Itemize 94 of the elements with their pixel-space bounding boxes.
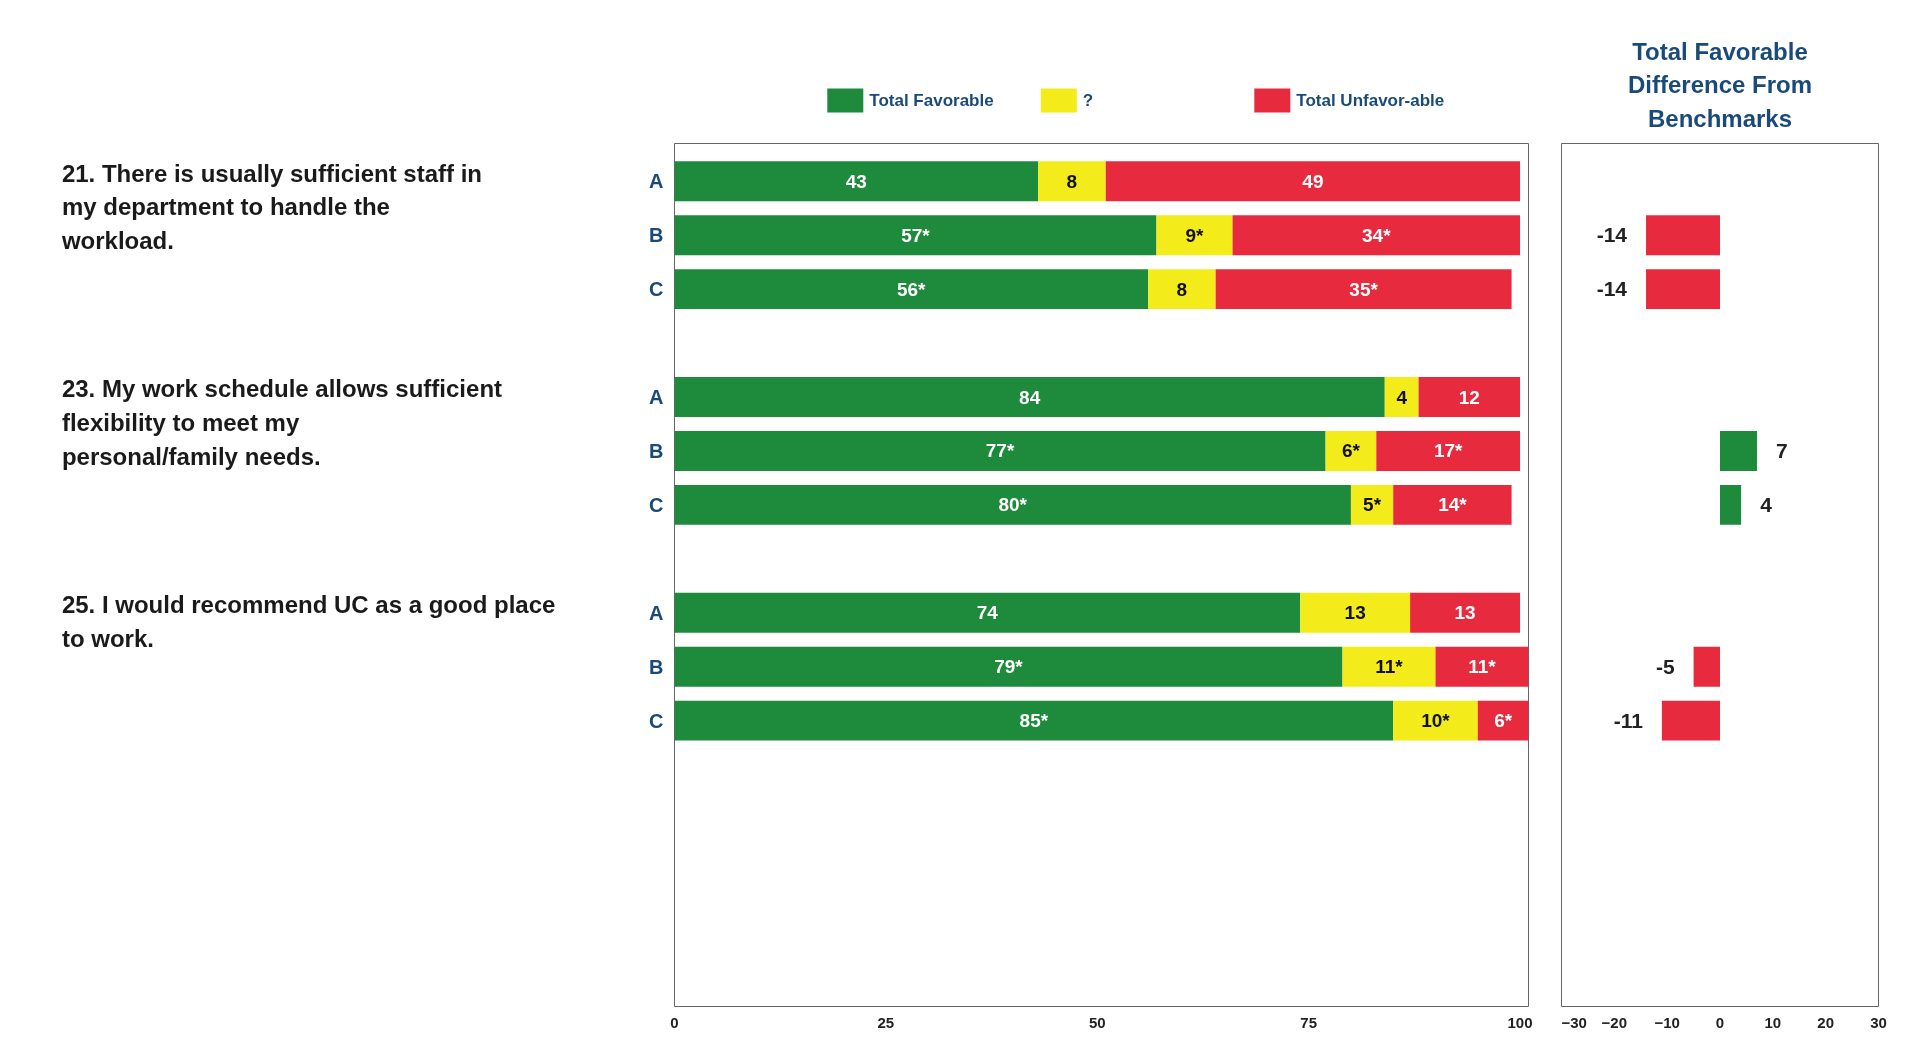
bar [1646, 215, 1720, 256]
data-label: 6* [1341, 440, 1361, 462]
y-tick-label: B [649, 224, 664, 247]
bar [1477, 700, 1529, 741]
bar [1384, 377, 1419, 417]
bar [674, 592, 1301, 633]
data-label: 13 [1344, 602, 1366, 624]
bar [1105, 161, 1521, 202]
bar [1215, 269, 1512, 310]
bar [674, 430, 1326, 471]
data-label: 56* [896, 278, 927, 300]
data-label: 34* [1362, 224, 1392, 246]
data-label: 9* [1185, 224, 1205, 246]
bar [1720, 430, 1757, 471]
bar [1376, 430, 1521, 471]
bar [1393, 700, 1478, 741]
x-tick-label: 50 [1088, 1013, 1106, 1031]
data-label: 14* [1438, 494, 1468, 516]
x-tick-label: 0 [1715, 1013, 1725, 1031]
chart-title: Total Favorable Difference From Benchmarks [1627, 37, 1813, 133]
data-label: 74 [976, 602, 999, 624]
data-label: 43 [845, 170, 867, 192]
data-label: 8 [1176, 278, 1188, 300]
y-tick-label: C [649, 493, 664, 516]
bar [1156, 215, 1233, 256]
bar [1410, 592, 1521, 633]
y-tick-label: A [649, 386, 664, 409]
bar [1325, 430, 1377, 471]
data-label: 4 [1396, 386, 1408, 408]
y-tick-label: B [649, 439, 664, 462]
bar [1300, 592, 1411, 633]
bar [674, 269, 1148, 310]
legend-label: Total Favorable [869, 91, 994, 111]
bar [1435, 646, 1529, 687]
y-tick-label: A [649, 170, 664, 193]
x-tick-label: 0 [670, 1013, 679, 1031]
bar [674, 484, 1351, 525]
x-tick-label: −20 [1601, 1013, 1628, 1031]
bar [1418, 377, 1521, 417]
bar [1342, 646, 1436, 687]
data-label: -5 [1655, 654, 1675, 678]
bar [674, 646, 1343, 687]
data-label: 8 [1066, 170, 1078, 192]
data-label: 10* [1421, 710, 1451, 732]
data-label: -11 [1613, 708, 1644, 732]
bar [674, 700, 1394, 741]
data-label: 49 [1302, 170, 1324, 192]
y-tick-label: B [649, 655, 664, 678]
bar [1148, 269, 1216, 310]
text: 23. My work schedule allows sufficient flexibility to meet my personal/family needs. [61, 375, 503, 470]
data-label: -14 [1596, 223, 1628, 247]
data-label: 7 [1776, 438, 1788, 462]
data-label: 85* [1019, 710, 1049, 732]
data-label: 11* [1468, 656, 1497, 678]
data-label: 84 [1019, 386, 1041, 408]
data-label: 77* [985, 440, 1015, 462]
data-label: 35* [1349, 278, 1379, 300]
y-tick-label: C [649, 709, 664, 732]
data-label: 17* [1433, 440, 1464, 462]
legend-label: ? [1082, 91, 1094, 111]
bar [1661, 700, 1720, 741]
bar [1038, 161, 1106, 202]
data-label: 11* [1375, 656, 1404, 678]
x-tick-label: 75 [1300, 1013, 1317, 1031]
bar [1693, 646, 1720, 687]
x-tick-label: 10 [1764, 1013, 1782, 1031]
bar [1393, 484, 1512, 525]
bar [1646, 269, 1720, 310]
bar [1232, 215, 1521, 256]
data-label: 12 [1458, 386, 1480, 408]
x-tick-label: 20 [1817, 1013, 1835, 1031]
data-label: 5* [1363, 494, 1382, 516]
bar [1720, 484, 1742, 525]
bar [674, 377, 1385, 417]
y-tick-label: A [649, 601, 664, 624]
data-label: 79* [994, 656, 1024, 678]
data-label: 80* [998, 494, 1028, 516]
bar [674, 161, 1039, 202]
x-tick-label: 30 [1870, 1013, 1887, 1031]
data-label: 13 [1454, 602, 1476, 624]
data-label: 57* [901, 224, 931, 246]
bar [1350, 484, 1394, 525]
x-tick-label: −10 [1654, 1013, 1680, 1031]
data-label: 6* [1494, 710, 1513, 732]
legend-label: Total Unfavor-able [1296, 91, 1445, 111]
data-label: 4 [1760, 492, 1773, 516]
text: 21. There is usually sufficient staff in my department to handle the workload. [60, 159, 483, 255]
bar [674, 215, 1157, 256]
x-tick-label: 100 [1507, 1013, 1533, 1031]
x-tick-label: −30 [1561, 1013, 1587, 1031]
y-tick-label: C [649, 278, 664, 301]
x-tick-label: 25 [877, 1013, 895, 1031]
data-label: -14 [1596, 277, 1628, 301]
text: 25. I would recommend UC as a good place to work. [61, 591, 556, 652]
